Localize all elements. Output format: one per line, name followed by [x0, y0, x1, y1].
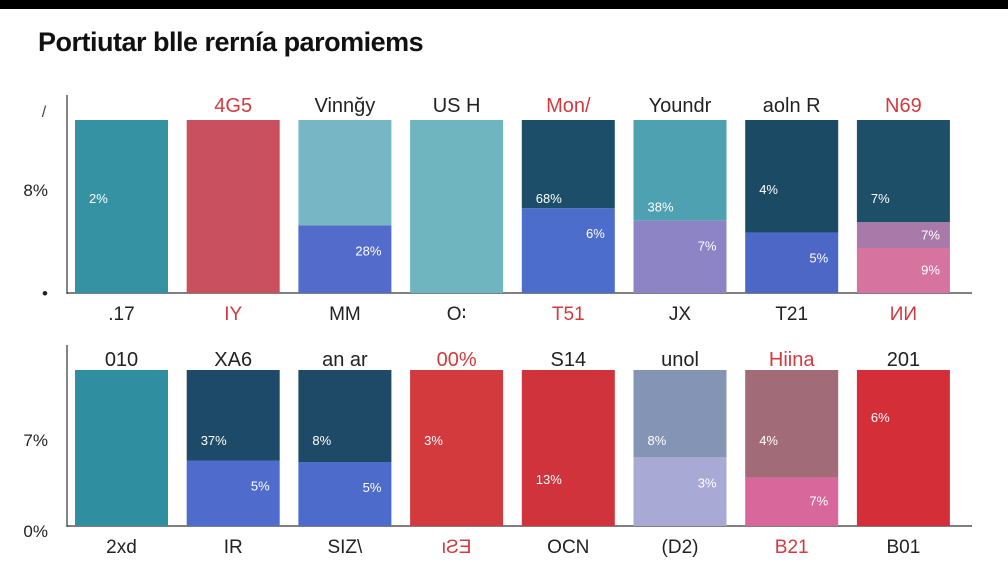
bar-segment: [186, 460, 280, 526]
bar-segment: [856, 222, 950, 249]
y-tick-label: 7%: [23, 431, 48, 450]
x-category-label: ιƧƎ: [442, 537, 472, 558]
x-category-label: B21: [775, 537, 809, 558]
segment-label: 6%: [586, 226, 605, 241]
bar-top-label: N69: [885, 95, 922, 117]
inner-data-label: 13%: [536, 472, 562, 487]
bar-segment: [298, 370, 392, 463]
segment-label: 5%: [809, 250, 828, 265]
bar-segment: [298, 120, 392, 226]
segment-label: 3%: [698, 475, 717, 490]
bar-segment: [75, 120, 168, 293]
bar-top-label: US H: [433, 95, 481, 117]
bar-top-label: an ar: [322, 349, 368, 371]
bar-segment: [298, 225, 392, 293]
x-category-label: .17: [108, 304, 134, 325]
bar-top-label: 00%: [437, 349, 477, 371]
bar-segment: [521, 120, 615, 209]
segment-label: 5%: [363, 480, 382, 495]
bar-top-label: 010: [105, 349, 138, 371]
segment-label: 7%: [921, 228, 940, 243]
bar-top-label: Vinnğy: [315, 95, 376, 117]
segment-label: 7%: [809, 493, 828, 508]
bar-segment: [633, 220, 727, 293]
bar-top-label: Mon/: [546, 95, 591, 117]
x-category-label: JX: [669, 304, 692, 325]
inner-data-label: 2%: [89, 191, 108, 206]
segment-label: 5%: [251, 478, 270, 493]
bar-segment: [745, 370, 839, 478]
bar-top-label: unol: [661, 349, 699, 371]
bar-segment: [410, 120, 504, 293]
x-category-label: T21: [775, 304, 808, 325]
inner-data-label: 6%: [871, 410, 890, 425]
segment-label: 9%: [921, 262, 940, 277]
bar-segment: [521, 370, 615, 526]
x-category-label: MM: [329, 304, 361, 325]
inner-data-label: 4%: [759, 433, 778, 448]
y-tick-label: 8%: [23, 181, 48, 200]
bar-top-label: aoln R: [763, 95, 821, 117]
bar-segment: [745, 232, 839, 293]
top-bar: [0, 0, 1008, 9]
x-category-label: B01: [886, 537, 920, 558]
x-category-label: OCN: [547, 537, 589, 558]
bar-segment: [856, 248, 950, 293]
bar-segment: [633, 120, 727, 221]
x-category-label: O∶: [447, 304, 467, 325]
segment-label: 28%: [355, 244, 381, 259]
x-category-label: T51: [552, 304, 585, 325]
bar-segment: [745, 477, 839, 526]
bar-segment: [856, 370, 950, 526]
inner-data-label: 4%: [759, 182, 778, 197]
inner-data-label: 7%: [871, 191, 890, 206]
inner-data-label: 68%: [536, 191, 562, 206]
bar-top-label: Hiina: [769, 349, 815, 371]
x-category-label: 2xd: [106, 537, 137, 558]
bar-segment: [521, 208, 615, 293]
x-category-label: IR: [224, 537, 243, 558]
inner-data-label: 3%: [424, 433, 443, 448]
inner-data-label: 38%: [648, 200, 674, 215]
bar-top-label: S14: [551, 349, 587, 371]
x-category-label: SIZ\: [327, 537, 363, 558]
y-tick-mark: /: [42, 104, 47, 121]
bar-top-label: XA6: [214, 349, 252, 371]
bar-segment: [745, 120, 839, 233]
bar-segment: [298, 462, 392, 526]
bar-top-label: 4G5: [214, 95, 252, 117]
bar-segment: [410, 370, 504, 526]
x-category-label: IY: [224, 304, 242, 325]
bar-segment: [186, 370, 280, 461]
bar-segment: [633, 457, 727, 526]
inner-data-label: 8%: [312, 433, 331, 448]
segment-label: 7%: [698, 238, 717, 253]
bar-segment: [633, 370, 727, 458]
bar-segment: [186, 120, 280, 293]
bar-top-label: Youndr: [649, 95, 712, 117]
bar-top-label: 201: [887, 349, 920, 371]
x-category-label: (D2): [662, 537, 699, 558]
y-tick-label: •: [42, 284, 48, 303]
inner-data-label: 8%: [648, 433, 667, 448]
inner-data-label: 37%: [201, 433, 227, 448]
x-category-label: ИИ: [890, 304, 917, 325]
chart-title: Portiutar blle rernía paromiems: [38, 27, 424, 57]
bar-segment: [856, 120, 950, 223]
bar-segment: [75, 370, 168, 526]
y-tick-label: 0%: [23, 522, 48, 541]
